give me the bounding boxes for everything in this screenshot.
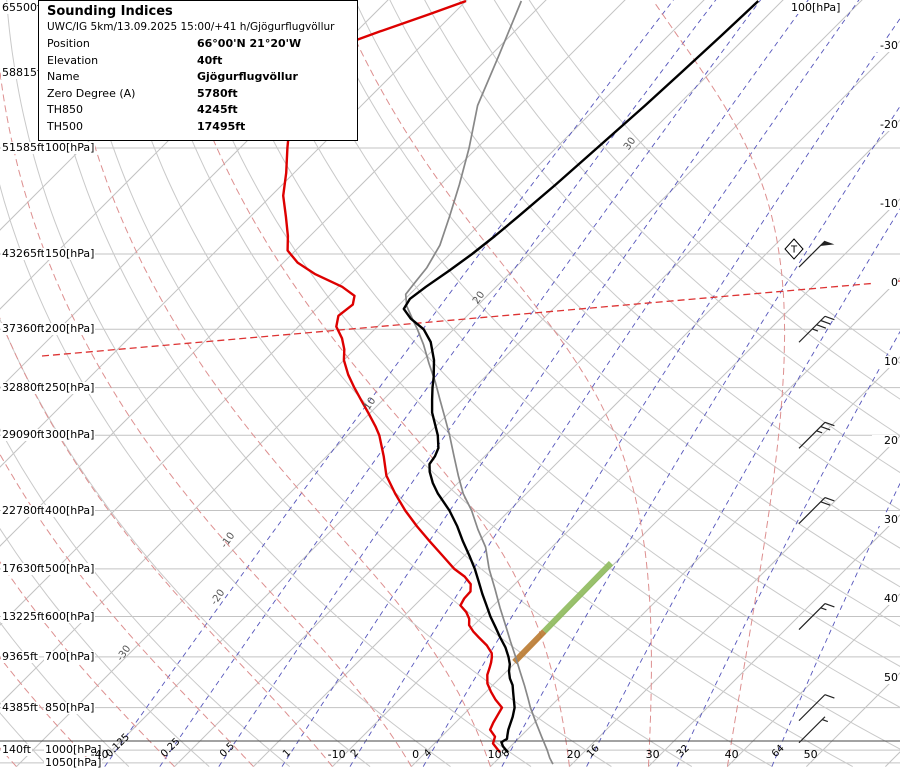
wind-barb	[798, 496, 835, 524]
isotherm-line	[885, 751, 900, 767]
row-value: 4245ft	[197, 103, 238, 116]
moist-adiabat-line	[63, 0, 491, 767]
row-value: 17495ft	[197, 119, 246, 133]
moist-adiabat-line	[0, 68, 412, 767]
isotherm-line	[806, 672, 900, 767]
row-label: TH850	[47, 103, 83, 116]
isotherm-line	[569, 435, 900, 767]
sounding-indices-panel: Sounding Indices UWC/IG 5km/13.09.2025 1…	[38, 0, 358, 141]
dry-adiabat-line	[493, 0, 900, 400]
mixing-ratio-line	[771, 482, 900, 767]
mixing-ratio-line	[422, 17, 900, 767]
isotherm-line	[648, 514, 900, 767]
isotherm-line	[16, 0, 784, 767]
isotherm-line	[727, 593, 900, 767]
row-label: Zero Degree (A)	[47, 86, 136, 100]
dry-adiabat-line	[319, 0, 900, 588]
dry-adiabat-line	[0, 428, 291, 767]
moist-adiabat-line	[0, 317, 333, 767]
temperature-curve	[402, 0, 760, 754]
mixing-ratio-line	[501, 105, 900, 767]
dry-adiabat-line	[0, 527, 210, 767]
wind-barb	[798, 315, 835, 343]
moist-adiabat-line	[0, 561, 175, 767]
dry-adiabat-line	[0, 621, 130, 767]
dry-adiabat-line	[284, 0, 900, 627]
moist-adiabat-line	[338, 0, 652, 767]
isotherm-line	[0, 0, 705, 705]
dry-adiabat-line	[424, 0, 900, 474]
row-value: 40ft	[197, 53, 223, 67]
isotherm-line	[174, 40, 900, 767]
tropopause-line	[41, 280, 900, 357]
wind-barb	[798, 421, 835, 449]
row-value: 66°00'N 21°20'W	[197, 37, 302, 50]
parcel-highlight-segment	[542, 561, 614, 634]
isotherm-line	[0, 0, 547, 547]
mixing-ratio-line	[281, 0, 809, 767]
reference-curve	[404, 0, 554, 765]
parcel-highlight-segment	[512, 629, 547, 665]
panel-subtitle: UWC/IG 5km/13.09.2025 15:00/+41 h/Gjögur…	[47, 21, 335, 33]
tropopause-marker-label: T	[790, 245, 798, 256]
panel-row-elevation: Elevation 40ft	[47, 53, 349, 70]
row-label: Elevation	[47, 53, 99, 67]
wind-barb	[798, 694, 835, 722]
isotherm-line	[95, 0, 863, 767]
dewpoint-curve	[282, 0, 504, 754]
dry-adiabat-line	[389, 0, 900, 511]
moist-adiabat-line	[0, 656, 96, 767]
mixing-ratio-line	[349, 0, 860, 767]
row-label: TH500	[47, 119, 83, 133]
row-value: 5780ft	[197, 86, 238, 100]
panel-row-th850: TH850 4245ft	[47, 102, 349, 119]
dry-adiabat-line	[528, 0, 900, 364]
dry-adiabat-line	[354, 0, 900, 549]
isotherm-line	[0, 0, 626, 626]
dry-adiabat-line	[6, 0, 532, 768]
mixing-ratio-line	[104, 0, 674, 767]
row-value: Gjögurflugvöllur	[197, 70, 298, 83]
mixing-ratio-line	[159, 0, 717, 767]
wind-barb	[798, 602, 835, 630]
panel-row-position: Position 66°00'N 21°20'W	[47, 36, 349, 53]
mixing-ratio-line	[676, 330, 900, 767]
moist-adiabat-line	[652, 0, 786, 767]
row-label: Name	[47, 70, 80, 83]
dry-adiabat-line	[0, 184, 451, 768]
wind-barb	[798, 716, 829, 744]
panel-row-th500: TH500 17495ft	[47, 119, 349, 136]
mixing-ratio-line	[586, 208, 900, 767]
tropopause-marker-diamond	[784, 238, 804, 260]
moist-adiabat-line	[0, 747, 17, 767]
panel-row-zero-degree: Zero Degree (A) 5780ft	[47, 86, 349, 103]
isotherm-line	[332, 198, 900, 767]
panel-title: Sounding Indices	[47, 4, 173, 19]
mixing-ratio-line	[218, 0, 762, 767]
panel-row-name: Name Gjögurflugvöllur	[47, 69, 349, 86]
dry-adiabat-line	[458, 0, 900, 437]
moist-adiabat-line	[167, 0, 570, 767]
isotherm-line	[490, 356, 900, 767]
wind-barb	[798, 240, 835, 268]
row-label: Position	[47, 37, 90, 50]
